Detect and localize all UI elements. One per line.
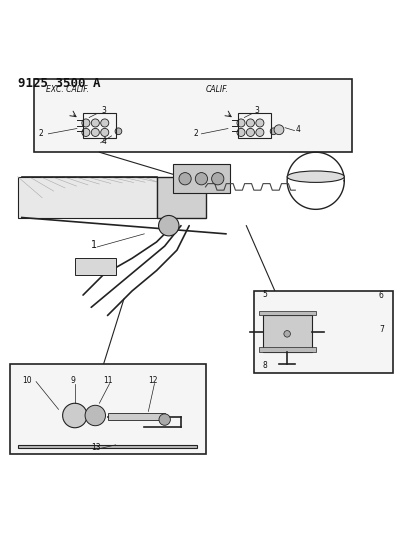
Circle shape xyxy=(237,128,245,136)
Bar xyxy=(34,79,353,152)
Bar xyxy=(254,291,393,373)
Bar xyxy=(259,348,316,352)
Circle shape xyxy=(270,128,277,135)
Circle shape xyxy=(179,173,191,185)
Circle shape xyxy=(256,119,264,127)
Text: 11: 11 xyxy=(104,376,113,385)
Circle shape xyxy=(85,405,106,426)
Circle shape xyxy=(82,128,90,136)
Text: 3: 3 xyxy=(102,107,106,116)
Ellipse shape xyxy=(287,171,344,182)
Text: 5: 5 xyxy=(263,290,268,299)
Circle shape xyxy=(159,215,179,236)
Circle shape xyxy=(237,119,245,127)
Text: 4: 4 xyxy=(102,137,106,146)
Text: 9125 3500 A: 9125 3500 A xyxy=(18,77,100,90)
Bar xyxy=(173,165,230,193)
Text: CALIF.: CALIF. xyxy=(206,85,229,94)
Circle shape xyxy=(115,128,122,135)
Bar xyxy=(259,311,316,316)
Text: 8: 8 xyxy=(263,361,268,370)
Circle shape xyxy=(62,403,87,428)
Text: 13: 13 xyxy=(91,443,101,452)
Text: 12: 12 xyxy=(148,376,158,385)
Circle shape xyxy=(195,173,208,185)
Circle shape xyxy=(247,128,254,136)
Circle shape xyxy=(101,128,109,136)
Circle shape xyxy=(256,128,264,136)
Circle shape xyxy=(274,125,284,135)
Circle shape xyxy=(247,119,254,127)
Bar xyxy=(108,414,165,419)
Text: 9: 9 xyxy=(71,376,76,385)
Bar xyxy=(83,114,116,138)
Bar xyxy=(263,316,312,352)
Text: 4: 4 xyxy=(296,125,300,134)
Circle shape xyxy=(284,330,291,337)
Polygon shape xyxy=(75,259,115,274)
Circle shape xyxy=(82,119,90,127)
Circle shape xyxy=(212,173,224,185)
Bar xyxy=(238,114,271,138)
Circle shape xyxy=(91,128,99,136)
Text: 10: 10 xyxy=(22,376,31,385)
Bar xyxy=(9,365,206,454)
Text: 7: 7 xyxy=(379,325,384,334)
Text: 6: 6 xyxy=(379,292,384,300)
Polygon shape xyxy=(18,177,157,217)
Text: 1: 1 xyxy=(91,240,97,250)
Bar xyxy=(18,445,197,448)
Text: 3: 3 xyxy=(254,107,259,116)
Circle shape xyxy=(159,414,171,425)
Circle shape xyxy=(91,119,99,127)
Circle shape xyxy=(101,119,109,127)
Bar xyxy=(157,177,206,217)
Text: 2: 2 xyxy=(193,129,198,138)
Text: 2: 2 xyxy=(38,129,43,138)
Text: EXC. CALIF.: EXC. CALIF. xyxy=(46,85,89,94)
